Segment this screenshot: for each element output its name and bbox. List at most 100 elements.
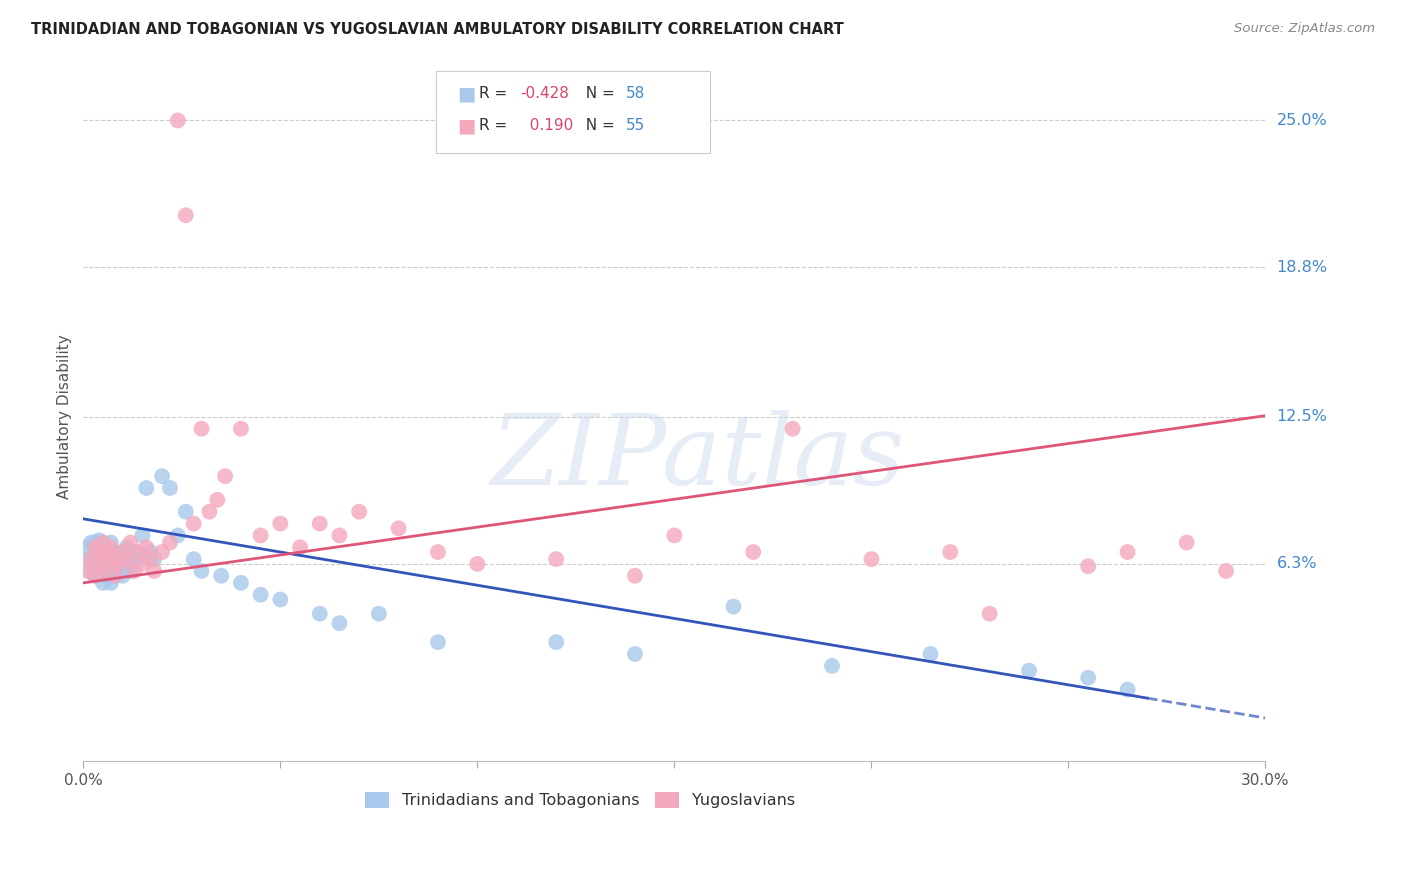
Text: -0.428: -0.428 <box>520 87 569 101</box>
Point <box>159 481 181 495</box>
Point <box>80 535 103 549</box>
Point <box>139 545 162 559</box>
Point <box>104 545 127 559</box>
Point <box>328 528 350 542</box>
Point <box>1077 671 1099 685</box>
Point <box>347 505 370 519</box>
Point <box>143 552 166 566</box>
Point <box>87 545 110 559</box>
Point <box>183 516 205 531</box>
Point <box>115 557 138 571</box>
Point <box>84 568 107 582</box>
Point <box>91 535 114 549</box>
Point <box>209 568 232 582</box>
Point <box>167 528 190 542</box>
Point <box>100 575 122 590</box>
Point <box>1116 682 1139 697</box>
Point <box>308 607 330 621</box>
Text: TRINIDADIAN AND TOBAGONIAN VS YUGOSLAVIAN AMBULATORY DISABILITY CORRELATION CHAR: TRINIDADIAN AND TOBAGONIAN VS YUGOSLAVIA… <box>31 22 844 37</box>
Point <box>782 422 804 436</box>
Y-axis label: Ambulatory Disability: Ambulatory Disability <box>58 334 72 500</box>
Point <box>198 505 221 519</box>
Point <box>91 575 114 590</box>
Text: 25.0%: 25.0% <box>1277 113 1327 128</box>
Point <box>84 535 107 549</box>
Text: R =: R = <box>479 119 513 133</box>
Point <box>135 541 157 555</box>
Text: 18.8%: 18.8% <box>1277 260 1327 275</box>
Text: R =: R = <box>479 87 513 101</box>
Point <box>120 564 142 578</box>
Point <box>135 481 157 495</box>
Point <box>91 545 114 559</box>
Text: 6.3%: 6.3% <box>1277 557 1317 572</box>
Point <box>190 422 212 436</box>
Point <box>124 564 146 578</box>
Point <box>139 552 162 566</box>
Point <box>664 528 686 542</box>
Point <box>100 541 122 555</box>
Point <box>387 521 409 535</box>
Point <box>111 552 134 566</box>
Point <box>80 552 103 566</box>
Point <box>96 545 118 559</box>
Point <box>96 557 118 571</box>
Point <box>467 557 489 571</box>
Point <box>624 568 647 582</box>
Point <box>1077 559 1099 574</box>
Point <box>80 564 103 578</box>
Point <box>100 552 122 566</box>
Point <box>87 545 110 559</box>
Point <box>104 552 127 566</box>
Point <box>131 557 153 571</box>
Point <box>426 545 449 559</box>
Point <box>120 535 142 549</box>
Point <box>96 541 118 555</box>
Point <box>860 552 883 566</box>
Point <box>84 568 107 582</box>
Point <box>84 541 107 555</box>
Point <box>624 647 647 661</box>
Point <box>91 552 114 566</box>
Point <box>207 492 229 507</box>
Point <box>1116 545 1139 559</box>
Point <box>269 592 291 607</box>
Point <box>183 552 205 566</box>
Point <box>190 564 212 578</box>
Text: ■: ■ <box>457 116 475 136</box>
Point <box>111 545 134 559</box>
Point <box>87 533 110 548</box>
Point <box>288 541 311 555</box>
Point <box>124 545 146 559</box>
Point <box>328 616 350 631</box>
Text: 58: 58 <box>626 87 645 101</box>
Point <box>104 557 127 571</box>
Point <box>76 564 98 578</box>
Point <box>80 552 103 566</box>
Point <box>76 552 98 566</box>
Point <box>127 545 149 559</box>
Point <box>229 575 252 590</box>
Point <box>107 552 129 566</box>
Point <box>87 552 110 566</box>
Text: 12.5%: 12.5% <box>1277 409 1327 425</box>
Point <box>229 422 252 436</box>
Text: Source: ZipAtlas.com: Source: ZipAtlas.com <box>1234 22 1375 36</box>
Point <box>111 568 134 582</box>
Point <box>1018 664 1040 678</box>
Point <box>100 557 122 571</box>
Point <box>100 564 122 578</box>
Text: 0.190: 0.190 <box>520 119 574 133</box>
Point <box>87 557 110 571</box>
Point <box>104 568 127 582</box>
Point <box>100 535 122 549</box>
Point <box>939 545 962 559</box>
Point <box>214 469 236 483</box>
Point <box>367 607 389 621</box>
Point <box>979 607 1001 621</box>
Point <box>1215 564 1237 578</box>
Point <box>723 599 745 614</box>
Text: ZIPatlas: ZIPatlas <box>491 410 905 506</box>
Text: ■: ■ <box>457 84 475 103</box>
Point <box>150 545 173 559</box>
